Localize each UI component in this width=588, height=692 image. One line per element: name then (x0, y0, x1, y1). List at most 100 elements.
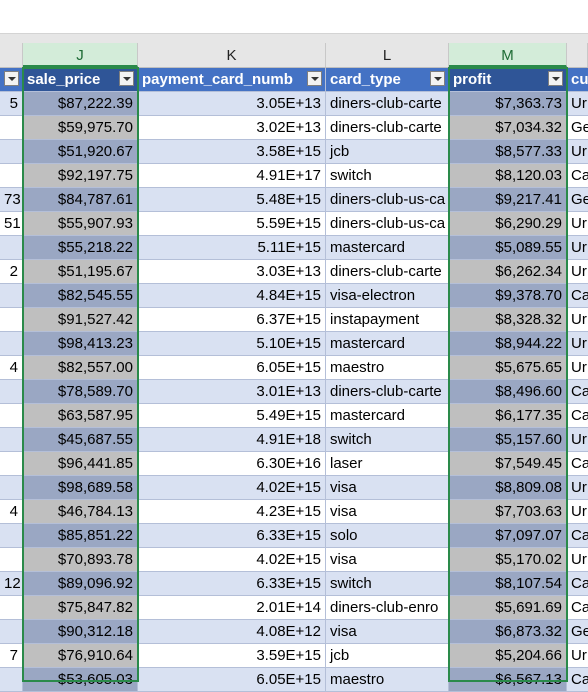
cell-col-n[interactable]: Ur (567, 428, 588, 452)
cell-col-i[interactable] (0, 476, 23, 500)
cell-col-i[interactable] (0, 596, 23, 620)
cell-profit[interactable]: $5,691.69 (449, 596, 567, 620)
cell-col-i[interactable] (0, 284, 23, 308)
cell-profit[interactable]: $7,034.32 (449, 116, 567, 140)
cell-sale-price[interactable]: $78,589.70 (23, 380, 138, 404)
cell-card-type[interactable]: laser (326, 452, 449, 476)
cell-payment-card-number[interactable]: 4.84E+15 (138, 284, 326, 308)
cell-sale-price[interactable]: $89,096.92 (23, 572, 138, 596)
cell-col-i[interactable] (0, 164, 23, 188)
cell-sale-price[interactable]: $91,527.42 (23, 308, 138, 332)
cell-card-type[interactable]: mastercard (326, 236, 449, 260)
cell-col-i[interactable]: 7 (0, 644, 23, 668)
cell-card-type[interactable]: solo (326, 524, 449, 548)
cell-profit[interactable]: $8,328.32 (449, 308, 567, 332)
column-header-n[interactable] (567, 43, 588, 67)
cell-col-i[interactable] (0, 620, 23, 644)
cell-col-n[interactable]: Ur (567, 356, 588, 380)
cell-sale-price[interactable]: $87,222.39 (23, 92, 138, 116)
cell-col-n[interactable]: Ca (567, 572, 588, 596)
cell-payment-card-number[interactable]: 6.37E+15 (138, 308, 326, 332)
cell-card-type[interactable]: instapayment (326, 308, 449, 332)
header-cell-payment-card-number[interactable]: payment_card_numb (138, 68, 326, 92)
header-cell-n[interactable]: cu (567, 68, 588, 92)
cell-profit[interactable]: $6,177.35 (449, 404, 567, 428)
cell-sale-price[interactable]: $90,312.18 (23, 620, 138, 644)
cell-profit[interactable]: $6,262.34 (449, 260, 567, 284)
cell-sale-price[interactable]: $53,605.03 (23, 668, 138, 692)
cell-payment-card-number[interactable]: 3.03E+13 (138, 260, 326, 284)
cell-col-n[interactable]: Ur (567, 260, 588, 284)
cell-card-type[interactable]: diners-club-carte (326, 92, 449, 116)
cell-col-i[interactable] (0, 380, 23, 404)
cell-col-i[interactable] (0, 404, 23, 428)
cell-sale-price[interactable]: $92,197.75 (23, 164, 138, 188)
cell-payment-card-number[interactable]: 6.05E+15 (138, 356, 326, 380)
cell-sale-price[interactable]: $85,851.22 (23, 524, 138, 548)
cell-profit[interactable]: $9,217.41 (449, 188, 567, 212)
cell-col-i[interactable] (0, 308, 23, 332)
cell-profit[interactable]: $7,363.73 (449, 92, 567, 116)
cell-col-i[interactable] (0, 452, 23, 476)
column-header-j[interactable]: J (23, 43, 138, 67)
cell-col-n[interactable]: Ca (567, 668, 588, 692)
cell-profit[interactable]: $5,157.60 (449, 428, 567, 452)
header-cell-i[interactable] (0, 68, 23, 92)
cell-payment-card-number[interactable]: 5.48E+15 (138, 188, 326, 212)
cell-payment-card-number[interactable]: 3.05E+13 (138, 92, 326, 116)
column-header-k[interactable]: K (138, 43, 326, 67)
cell-col-i[interactable] (0, 524, 23, 548)
cell-col-i[interactable] (0, 332, 23, 356)
cell-col-i[interactable] (0, 428, 23, 452)
cell-card-type[interactable]: switch (326, 572, 449, 596)
cell-payment-card-number[interactable]: 5.59E+15 (138, 212, 326, 236)
cell-payment-card-number[interactable]: 4.23E+15 (138, 500, 326, 524)
filter-dropdown-icon[interactable] (307, 71, 322, 86)
cell-sale-price[interactable]: $55,907.93 (23, 212, 138, 236)
cell-col-i[interactable]: 2 (0, 260, 23, 284)
cell-card-type[interactable]: diners-club-us-ca (326, 212, 449, 236)
cell-sale-price[interactable]: $59,975.70 (23, 116, 138, 140)
cell-card-type[interactable]: mastercard (326, 332, 449, 356)
filter-dropdown-icon[interactable] (548, 71, 563, 86)
cell-card-type[interactable]: visa (326, 476, 449, 500)
cell-col-n[interactable]: Ca (567, 164, 588, 188)
cell-payment-card-number[interactable]: 3.02E+13 (138, 116, 326, 140)
cell-sale-price[interactable]: $51,920.67 (23, 140, 138, 164)
cell-sale-price[interactable]: $82,545.55 (23, 284, 138, 308)
column-header-l[interactable]: L (326, 43, 449, 67)
cell-sale-price[interactable]: $84,787.61 (23, 188, 138, 212)
cell-payment-card-number[interactable]: 4.02E+15 (138, 476, 326, 500)
cell-col-i[interactable]: 73 (0, 188, 23, 212)
cell-profit[interactable]: $5,170.02 (449, 548, 567, 572)
cell-col-i[interactable]: 51 (0, 212, 23, 236)
cell-card-type[interactable]: maestro (326, 668, 449, 692)
cell-profit[interactable]: $6,567.13 (449, 668, 567, 692)
cell-sale-price[interactable]: $76,910.64 (23, 644, 138, 668)
cell-sale-price[interactable]: $45,687.55 (23, 428, 138, 452)
cell-payment-card-number[interactable]: 4.02E+15 (138, 548, 326, 572)
cell-profit[interactable]: $6,290.29 (449, 212, 567, 236)
cell-col-n[interactable]: Ca (567, 596, 588, 620)
cell-col-i[interactable] (0, 548, 23, 572)
cell-card-type[interactable]: switch (326, 428, 449, 452)
cell-payment-card-number[interactable]: 4.91E+18 (138, 428, 326, 452)
cell-col-n[interactable]: Ge (567, 116, 588, 140)
cell-payment-card-number[interactable]: 6.30E+16 (138, 452, 326, 476)
cell-col-n[interactable]: Ca (567, 380, 588, 404)
cell-profit[interactable]: $8,107.54 (449, 572, 567, 596)
cell-sale-price[interactable]: $82,557.00 (23, 356, 138, 380)
cell-profit[interactable]: $8,809.08 (449, 476, 567, 500)
cell-col-n[interactable]: Ur (567, 332, 588, 356)
column-header-i[interactable] (0, 43, 23, 67)
cell-profit[interactable]: $7,703.63 (449, 500, 567, 524)
cell-profit[interactable]: $5,089.55 (449, 236, 567, 260)
cell-card-type[interactable]: visa (326, 548, 449, 572)
cell-col-i[interactable] (0, 116, 23, 140)
cell-payment-card-number[interactable]: 5.10E+15 (138, 332, 326, 356)
cell-card-type[interactable]: jcb (326, 140, 449, 164)
cell-card-type[interactable]: maestro (326, 356, 449, 380)
formula-bar[interactable] (0, 0, 588, 34)
cell-profit[interactable]: $8,120.03 (449, 164, 567, 188)
cell-col-n[interactable]: Ur (567, 500, 588, 524)
